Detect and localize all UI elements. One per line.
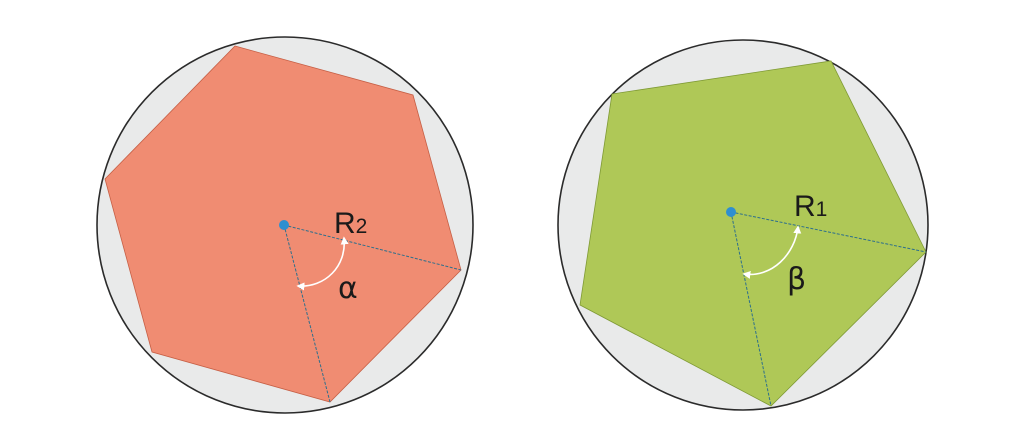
left-figure: R2 α xyxy=(96,36,474,414)
right-angle-arc xyxy=(742,225,802,279)
right-angle-label: β xyxy=(787,262,806,297)
left-radius-line-1 xyxy=(283,224,462,271)
right-center-dot xyxy=(726,207,736,217)
right-radius-line-2 xyxy=(730,211,772,407)
left-angle-arc xyxy=(296,236,349,291)
left-radius-label: R2 xyxy=(334,207,367,240)
right-radius-label: R1 xyxy=(794,190,827,223)
right-figure: R1 β xyxy=(557,39,929,411)
left-center-dot xyxy=(279,220,289,230)
left-radius-line-2 xyxy=(283,224,331,403)
left-angle-label: α xyxy=(338,271,358,306)
right-radius-subscript: 1 xyxy=(816,198,828,221)
left-radius-subscript: 2 xyxy=(356,215,368,238)
right-radius-line-1 xyxy=(730,211,927,253)
